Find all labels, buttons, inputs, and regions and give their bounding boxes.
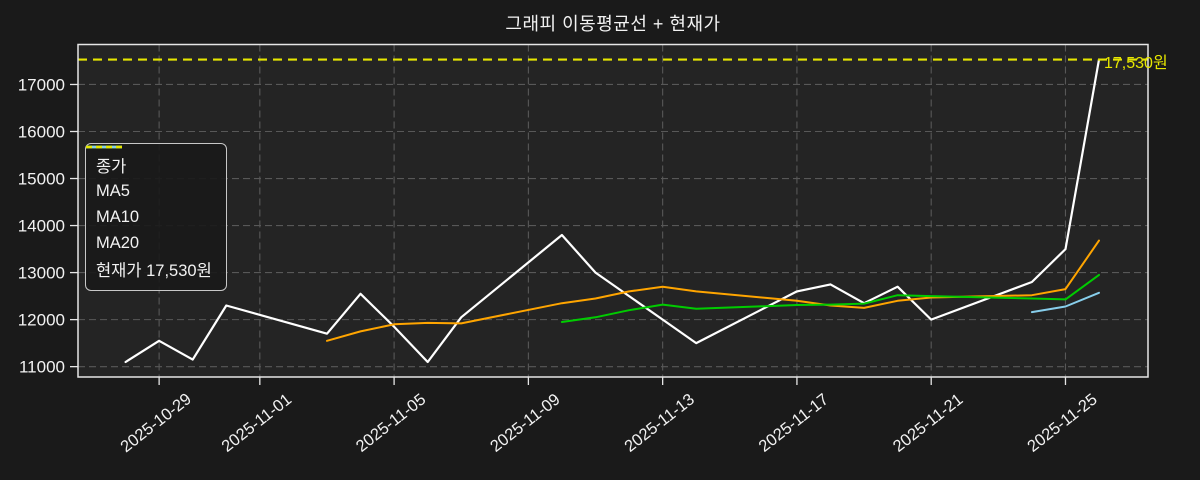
legend-label-ma20: MA20 (96, 233, 140, 252)
x-tick-label: 2025-11-01 (218, 390, 295, 455)
x-tick-label: 2025-11-17 (756, 390, 833, 455)
y-tick-label: 14000 (18, 217, 65, 236)
x-tick-label: 2025-11-05 (353, 390, 430, 455)
current-price-label: 17,530원 (1104, 55, 1168, 72)
legend-label-ma5: MA5 (96, 181, 130, 200)
x-tick-label: 2025-11-13 (621, 390, 698, 455)
y-tick-label: 15000 (18, 170, 65, 189)
x-tick-label: 2025-11-09 (487, 390, 564, 455)
series-line-close (124, 58, 1101, 364)
y-tick-label: 13000 (18, 264, 65, 283)
plot-border (77, 43, 1149, 378)
x-tick-label: 2025-11-25 (1024, 390, 1101, 455)
x-tick-label: 2025-11-21 (890, 390, 967, 455)
x-tick-label: 2025-10-29 (117, 390, 195, 456)
legend-item-ma10: MA10 (86, 145, 212, 230)
y-tick-label: 16000 (18, 123, 65, 142)
legend-label-current-price: 현재가 17,530원 (96, 262, 212, 280)
y-tick-label: 11000 (19, 358, 65, 377)
legend-label-close: 종가 (96, 158, 127, 176)
legend-line-sample-current-price (86, 145, 122, 149)
y-tick-label: 17000 (18, 75, 65, 94)
legend-item-ma20: MA20 (86, 145, 212, 256)
legend-item-current-price: 현재가 17,530원 (86, 145, 212, 282)
chart-title: 그래피 이동평균선 + 현재가 (505, 14, 721, 34)
plot-background (78, 44, 1148, 377)
series-line-ma20 (1030, 291, 1100, 314)
y-tick-label: 12000 (18, 311, 65, 330)
series-line-ma10 (560, 273, 1100, 323)
legend-item-close: 종가 (86, 145, 212, 178)
legend-item-ma5: MA5 (86, 145, 212, 204)
legend-label-ma10: MA10 (96, 207, 140, 226)
legend: 종가 MA5 MA10 MA20 현재가 17,530원 (85, 143, 227, 291)
